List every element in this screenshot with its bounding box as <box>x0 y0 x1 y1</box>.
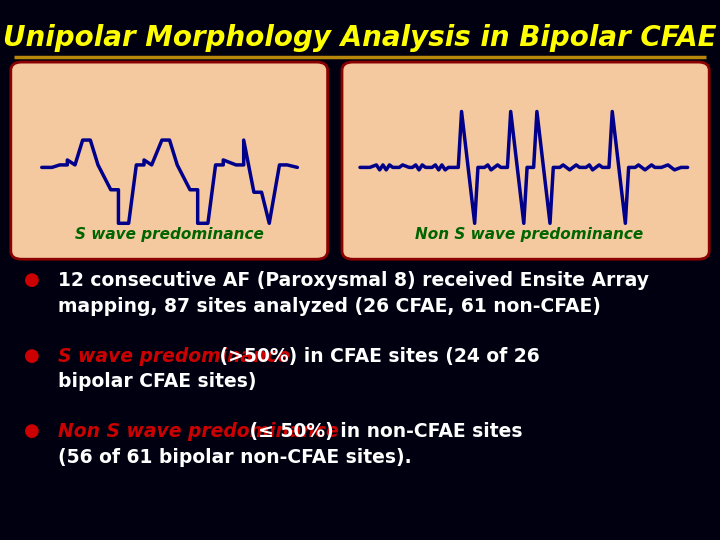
Text: bipolar CFAE sites): bipolar CFAE sites) <box>58 372 256 391</box>
Text: (≤ 50%) in non-CFAE sites: (≤ 50%) in non-CFAE sites <box>243 422 522 441</box>
Text: S wave predominance: S wave predominance <box>75 227 264 242</box>
Text: Non S wave predominance: Non S wave predominance <box>415 227 644 242</box>
Text: Non S wave predominance: Non S wave predominance <box>58 422 338 441</box>
Text: (56 of 61 bipolar non-CFAE sites).: (56 of 61 bipolar non-CFAE sites). <box>58 448 411 467</box>
Text: (>50%) in CFAE sites (24 of 26: (>50%) in CFAE sites (24 of 26 <box>213 347 540 366</box>
Text: Unipolar Morphology Analysis in Bipolar CFAE: Unipolar Morphology Analysis in Bipolar … <box>3 24 717 52</box>
Text: ●: ● <box>24 422 40 440</box>
Text: ●: ● <box>24 271 40 289</box>
Text: 12 consecutive AF (Paroxysmal 8) received Ensite Array
mapping, 87 sites analyze: 12 consecutive AF (Paroxysmal 8) receive… <box>58 271 649 316</box>
Text: S wave predominance: S wave predominance <box>58 347 290 366</box>
FancyBboxPatch shape <box>342 62 709 259</box>
FancyBboxPatch shape <box>11 62 328 259</box>
Text: ●: ● <box>24 347 40 364</box>
